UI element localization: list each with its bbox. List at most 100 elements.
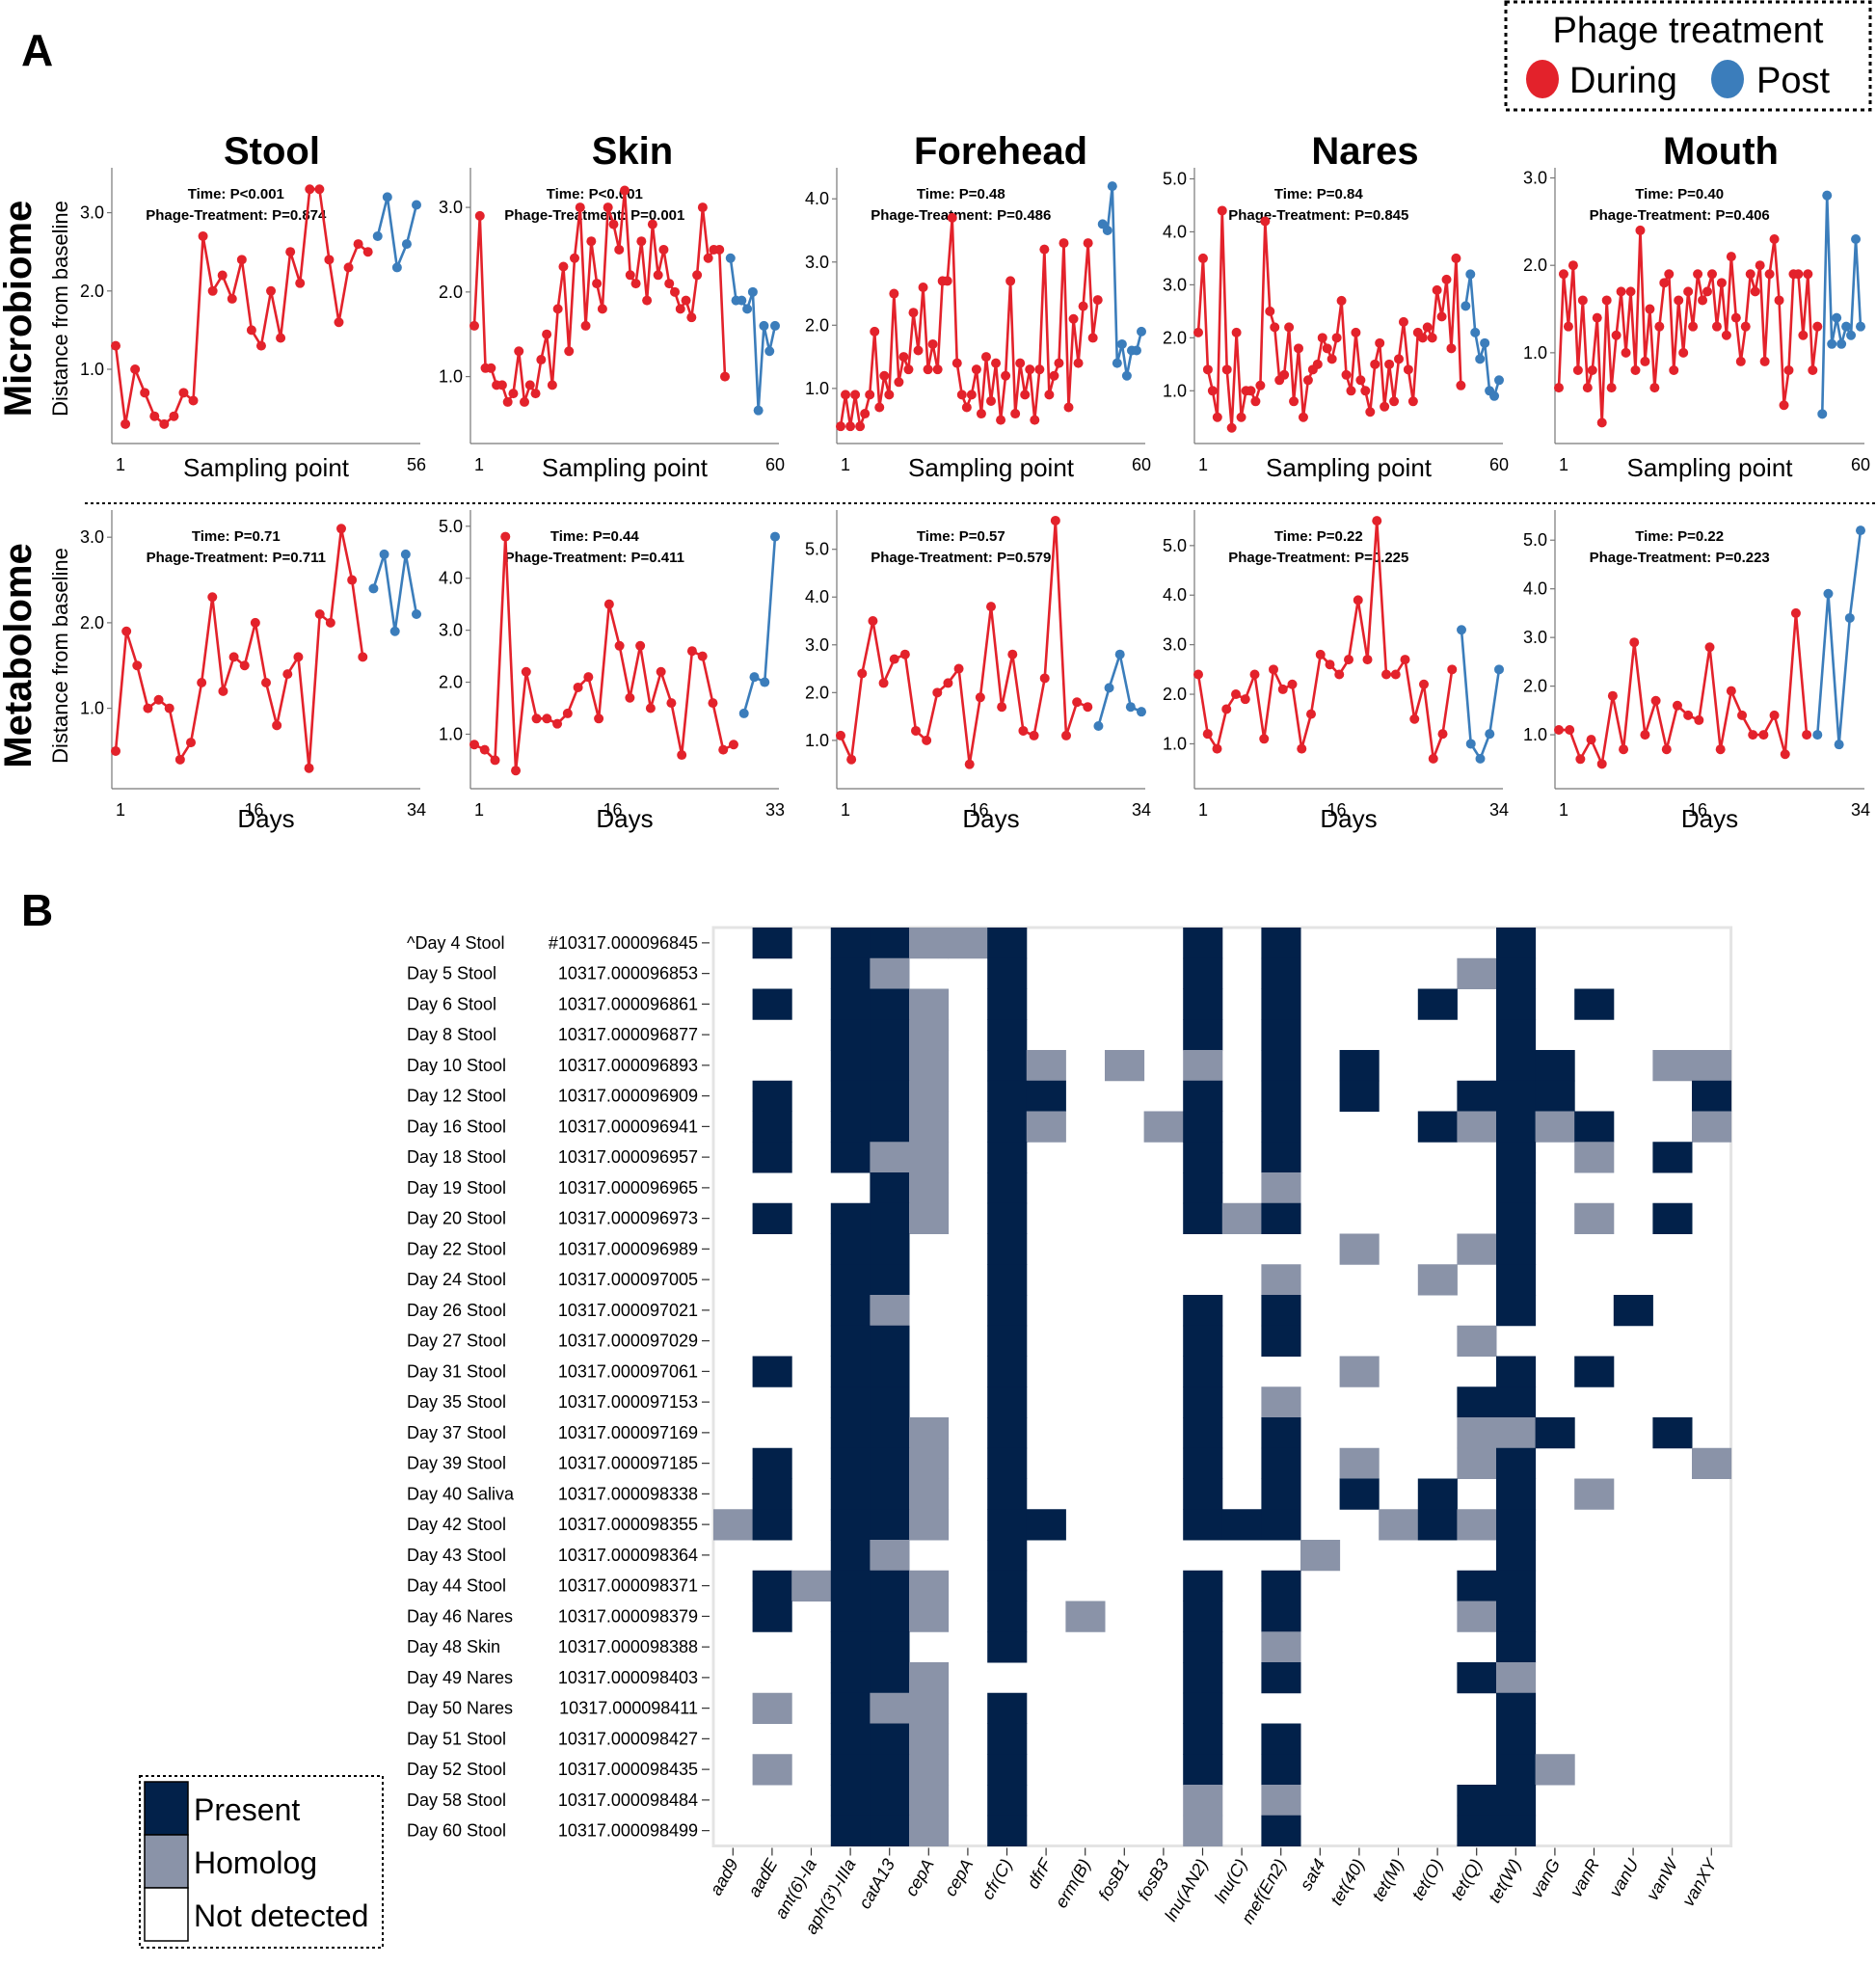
- heatmap-cell: [1692, 1050, 1732, 1082]
- y-tick-label: 4.0: [439, 569, 463, 588]
- during-point: [1231, 327, 1242, 337]
- x-tick-label: 1: [116, 455, 125, 474]
- heatmap-cell: [1496, 1386, 1537, 1418]
- heatmap-column-label: sat4: [1296, 1856, 1328, 1894]
- heatmap-cell: [909, 1050, 950, 1082]
- during-point: [1726, 686, 1736, 696]
- heatmap-cell: [1339, 1080, 1380, 1112]
- during-point: [1015, 358, 1026, 368]
- heatmap-cell: [1496, 1570, 1537, 1602]
- heatmap-cell: [1652, 1202, 1693, 1234]
- metabolome-row-title: Metabolome: [0, 543, 40, 767]
- heatmap-cell: [1261, 1723, 1301, 1755]
- heatmap-cell: [1183, 1785, 1223, 1817]
- metabolome-forehead-chart: 1.0 2.0 3.0 4.0 5.0 1 16 34 Days Time: P=0.57 Phag…: [805, 510, 1151, 833]
- during-point: [266, 285, 277, 296]
- heatmap-cell: [830, 1601, 871, 1632]
- during-point: [564, 346, 575, 357]
- stat-time: Time: P<0.001: [188, 186, 284, 202]
- metabolome-nares-chart: 1.0 2.0 3.0 4.0 5.0 1 16 34 Days Time: P=0.22 Phag…: [1163, 510, 1509, 833]
- during-point: [1586, 735, 1596, 745]
- heatmap-cell: [870, 1325, 910, 1357]
- heatmap-cell: [1574, 1142, 1615, 1173]
- heatmap-column-label: tet(O): [1407, 1856, 1446, 1904]
- heatmap-row-label: Day 10 Stool: [407, 1056, 506, 1075]
- heatmap-cell: [830, 1019, 871, 1051]
- heatmap-column-label: catA13: [855, 1856, 898, 1913]
- post-point: [1112, 358, 1122, 368]
- during-point: [1456, 380, 1466, 390]
- heatmap-row-label: Day 8 Stool: [407, 1025, 496, 1044]
- heatmap-cell: [1496, 1202, 1537, 1234]
- heatmap-cell: [870, 1111, 910, 1143]
- post-line: [376, 197, 418, 273]
- heatmap-cell: [1417, 1478, 1458, 1510]
- during-point: [1774, 295, 1784, 306]
- heatmap-row-label: ^Day 4 Stool: [407, 933, 505, 953]
- during-point: [542, 329, 552, 339]
- heatmap-cell: [1496, 1662, 1537, 1694]
- post-point: [1856, 321, 1865, 332]
- during-point: [614, 640, 625, 651]
- during-point: [991, 358, 1002, 368]
- during-point: [362, 247, 373, 257]
- during-point: [1334, 669, 1345, 680]
- heatmap-cell: [1183, 1295, 1223, 1327]
- y-tick-label: 1.0: [1523, 725, 1547, 744]
- heatmap-cell: [830, 928, 871, 959]
- during-line: [473, 536, 735, 771]
- heatmap-cell: [1496, 1264, 1537, 1296]
- x-tick-label: 34: [1489, 800, 1509, 820]
- during-point: [149, 411, 160, 421]
- post-point: [1131, 345, 1141, 356]
- during-point: [874, 402, 885, 413]
- x-tick-label: 60: [1132, 455, 1151, 474]
- heatmap-cell: [1183, 1601, 1223, 1632]
- heatmap-cell: [870, 928, 910, 959]
- heatmap-cell: [1183, 1754, 1223, 1786]
- during-point: [1659, 278, 1670, 288]
- heatmap-cell: [870, 1295, 910, 1327]
- heatmap-cell: [1457, 1509, 1497, 1541]
- heatmap-cell: [1535, 1111, 1575, 1143]
- heatmap-cell: [1183, 1386, 1223, 1418]
- heatmap-row-label: Day 12 Stool: [407, 1087, 506, 1106]
- heatmap-cell: [1261, 1019, 1301, 1051]
- heatmap-cell: [870, 1540, 910, 1572]
- post-line: [742, 536, 777, 714]
- heatmap-cell: [1183, 1570, 1223, 1602]
- during-point: [1683, 286, 1694, 297]
- during-point: [943, 678, 953, 688]
- heatmap-row-id: 10317.000098388: [558, 1637, 698, 1656]
- heatmap-cell: [1183, 1631, 1223, 1663]
- x-tick-label: 1: [116, 800, 125, 820]
- during-point: [647, 219, 657, 229]
- during-point: [911, 725, 921, 736]
- y-tick-label: 1.0: [1163, 734, 1187, 753]
- heatmap-row-id: 10317.000098364: [558, 1546, 698, 1565]
- x-axis-label: Days: [237, 804, 294, 833]
- post-point: [1841, 321, 1852, 332]
- during-point: [1798, 330, 1809, 340]
- post-point: [1093, 721, 1104, 732]
- heatmap-cell: [1496, 1692, 1537, 1724]
- heatmap-column-label: vanU: [1605, 1855, 1643, 1900]
- heatmap-cell: [1496, 1601, 1537, 1632]
- during-point: [1446, 343, 1457, 354]
- heatmap-cell: [870, 1264, 910, 1296]
- heatmap-cell: [1574, 1202, 1615, 1234]
- during-point: [836, 421, 845, 432]
- during-point: [239, 660, 250, 671]
- heatmap-cell: [830, 1570, 871, 1602]
- during-point: [1587, 365, 1597, 375]
- x-tick-label: 16: [1327, 800, 1347, 820]
- heatmap-cell: [909, 1692, 950, 1724]
- during-line: [472, 190, 727, 405]
- during-point: [1034, 364, 1045, 375]
- heatmap-cell: [1574, 1111, 1615, 1143]
- during-point: [1711, 321, 1722, 332]
- heatmap-cell: [870, 1356, 910, 1387]
- during-point: [889, 288, 899, 299]
- heatmap-cell: [1183, 1447, 1223, 1479]
- post-point: [1457, 625, 1466, 635]
